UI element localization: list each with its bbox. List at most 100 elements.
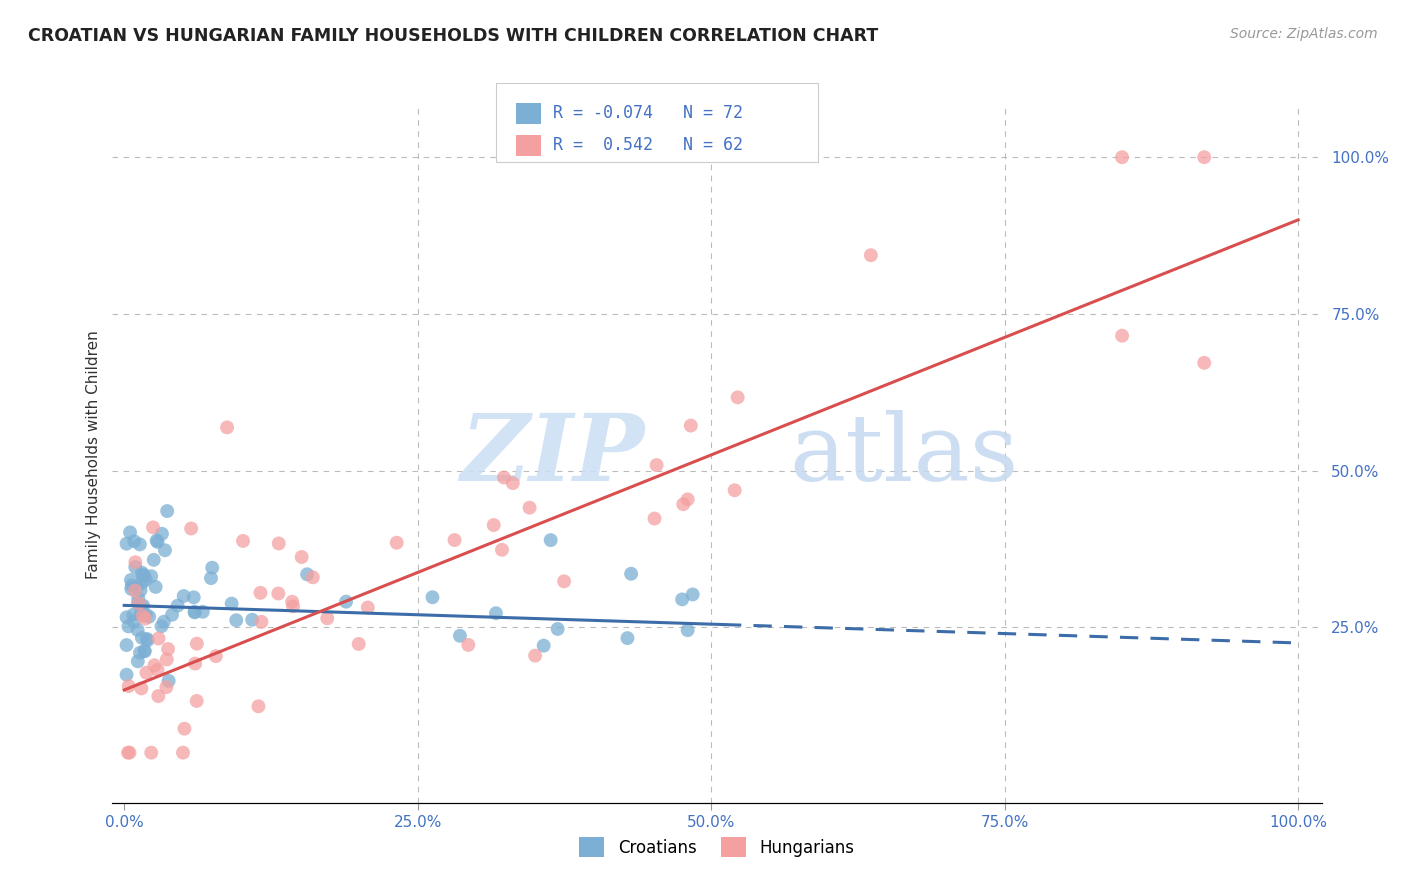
- Point: [200, 571, 222, 585]
- Point: [117, 746, 139, 760]
- Point: [153, 615, 176, 629]
- Point: [150, 619, 173, 633]
- Point: [443, 533, 465, 547]
- Point: [553, 574, 575, 589]
- Point: [180, 521, 202, 535]
- Point: [156, 504, 179, 518]
- Point: [184, 657, 207, 671]
- Point: [129, 583, 152, 598]
- Point: [142, 520, 165, 534]
- Point: [186, 694, 208, 708]
- Point: [120, 582, 142, 596]
- Point: [132, 568, 155, 582]
- Point: [131, 631, 153, 645]
- Point: [173, 722, 195, 736]
- Point: [115, 638, 138, 652]
- Point: [183, 591, 205, 605]
- Point: [166, 599, 188, 613]
- Point: [250, 615, 273, 629]
- Text: atlas: atlas: [790, 410, 1019, 500]
- Point: [157, 642, 180, 657]
- Point: [671, 592, 693, 607]
- Point: [201, 560, 224, 574]
- Point: [519, 500, 541, 515]
- Point: [131, 566, 153, 580]
- Point: [173, 589, 195, 603]
- Point: [1111, 150, 1133, 164]
- Point: [129, 646, 152, 660]
- Point: [125, 580, 148, 594]
- Point: [120, 573, 142, 587]
- Point: [422, 591, 444, 605]
- Point: [136, 633, 159, 648]
- Point: [142, 553, 165, 567]
- Point: [357, 600, 380, 615]
- Point: [281, 595, 304, 609]
- Point: [485, 606, 508, 620]
- Point: [135, 632, 157, 646]
- Point: [127, 596, 149, 610]
- Point: [122, 607, 145, 622]
- Point: [727, 390, 749, 404]
- Text: ZIP: ZIP: [460, 410, 644, 500]
- Point: [118, 746, 141, 760]
- Point: [122, 534, 145, 549]
- Point: [131, 575, 153, 590]
- Point: [240, 613, 263, 627]
- Point: [347, 637, 370, 651]
- Point: [449, 629, 471, 643]
- Point: [205, 649, 228, 664]
- Point: [128, 537, 150, 551]
- Point: [145, 533, 167, 548]
- Point: [295, 567, 318, 582]
- Point: [682, 587, 704, 601]
- Point: [724, 483, 747, 498]
- Legend: Croatians, Hungarians: Croatians, Hungarians: [572, 830, 862, 864]
- Point: [301, 570, 323, 584]
- Text: CROATIAN VS HUNGARIAN FAMILY HOUSEHOLDS WITH CHILDREN CORRELATION CHART: CROATIAN VS HUNGARIAN FAMILY HOUSEHOLDS …: [28, 27, 879, 45]
- Point: [492, 470, 515, 484]
- Point: [127, 591, 149, 606]
- Point: [146, 535, 169, 549]
- Point: [291, 549, 314, 564]
- Point: [128, 597, 150, 611]
- Text: Source: ZipAtlas.com: Source: ZipAtlas.com: [1230, 27, 1378, 41]
- Point: [217, 420, 239, 434]
- Point: [117, 619, 139, 633]
- Point: [672, 497, 695, 511]
- Point: [502, 476, 524, 491]
- Point: [524, 648, 547, 663]
- Point: [115, 536, 138, 550]
- Point: [267, 536, 290, 550]
- Point: [335, 594, 357, 608]
- Point: [145, 580, 167, 594]
- Point: [645, 458, 668, 472]
- Point: [150, 526, 173, 541]
- Point: [1194, 356, 1216, 370]
- Point: [124, 560, 146, 574]
- Point: [491, 542, 513, 557]
- Point: [316, 611, 339, 625]
- Point: [115, 610, 138, 624]
- Point: [191, 605, 214, 619]
- Point: [247, 699, 270, 714]
- Point: [155, 680, 177, 694]
- Point: [533, 639, 555, 653]
- Point: [267, 586, 290, 600]
- Point: [644, 511, 666, 525]
- Point: [184, 606, 207, 620]
- Point: [676, 623, 699, 637]
- Point: [482, 518, 505, 533]
- Point: [232, 533, 254, 548]
- Point: [141, 746, 163, 760]
- Point: [141, 569, 163, 583]
- Point: [120, 525, 142, 540]
- Text: R =  0.542   N = 62: R = 0.542 N = 62: [553, 136, 742, 154]
- Point: [132, 568, 155, 582]
- Point: [1194, 150, 1216, 164]
- Point: [122, 615, 145, 629]
- Point: [129, 607, 152, 622]
- Point: [134, 611, 156, 625]
- Point: [616, 631, 638, 645]
- Point: [124, 555, 146, 569]
